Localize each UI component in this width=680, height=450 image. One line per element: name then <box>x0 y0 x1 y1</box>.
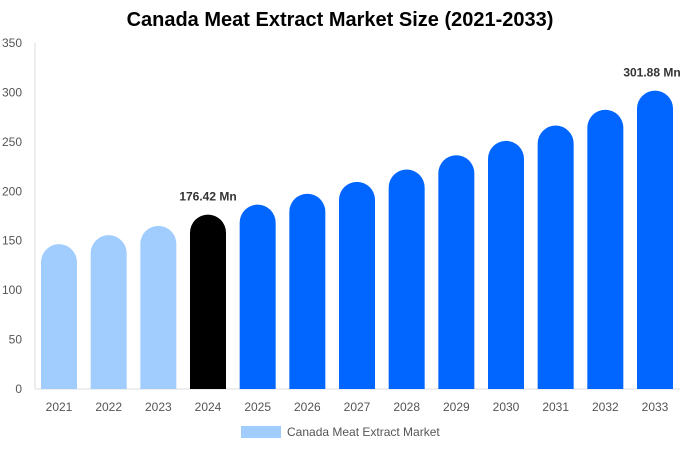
bar-2023[interactable] <box>140 225 177 389</box>
bar-2031[interactable] <box>537 125 574 389</box>
x-tick-label: 2025 <box>244 400 271 414</box>
x-tick-label: 2031 <box>542 400 569 414</box>
chart-title: Canada Meat Extract Market Size (2021-20… <box>126 9 554 31</box>
y-tick-label: 150 <box>2 234 22 248</box>
x-tick-label: 2021 <box>46 400 73 414</box>
x-tick-label: 2024 <box>195 400 222 414</box>
bar-2032[interactable] <box>587 109 624 389</box>
legend-label: Canada Meat Extract Market <box>287 425 440 439</box>
y-tick-label: 100 <box>2 283 22 297</box>
bar-2028[interactable] <box>388 169 425 389</box>
x-tick-label: 2032 <box>592 400 619 414</box>
bar-2027[interactable] <box>339 181 375 389</box>
x-tick-label: 2026 <box>294 400 321 414</box>
data-label: 176.42 Mn <box>179 190 236 204</box>
y-tick-label: 50 <box>9 333 23 347</box>
y-tick-label: 0 <box>15 382 22 396</box>
bar-2033[interactable] <box>637 90 673 389</box>
x-tick-label: 2022 <box>95 400 122 414</box>
bar-2022[interactable] <box>90 235 127 389</box>
bar-2024[interactable] <box>190 214 226 389</box>
x-tick-label: 2029 <box>443 400 470 414</box>
bar-2030[interactable] <box>488 140 524 389</box>
x-tick-label: 2033 <box>642 400 669 414</box>
bar-2025[interactable] <box>239 204 276 389</box>
y-tick-label: 200 <box>2 184 22 198</box>
x-tick-label: 2028 <box>393 400 420 414</box>
x-tick-label: 2023 <box>145 400 172 414</box>
bar-2029[interactable] <box>438 155 475 389</box>
y-tick-label: 350 <box>2 36 22 50</box>
bar-2021[interactable] <box>41 244 77 389</box>
data-label: 301.88 Mn <box>623 66 680 80</box>
bar-2026[interactable] <box>289 193 326 389</box>
y-tick-label: 300 <box>2 85 22 99</box>
y-tick-label: 250 <box>2 135 22 149</box>
x-tick-label: 2027 <box>344 400 371 414</box>
x-tick-label: 2030 <box>493 400 520 414</box>
legend-swatch <box>241 426 281 438</box>
legend[interactable]: Canada Meat Extract Market <box>241 425 440 439</box>
